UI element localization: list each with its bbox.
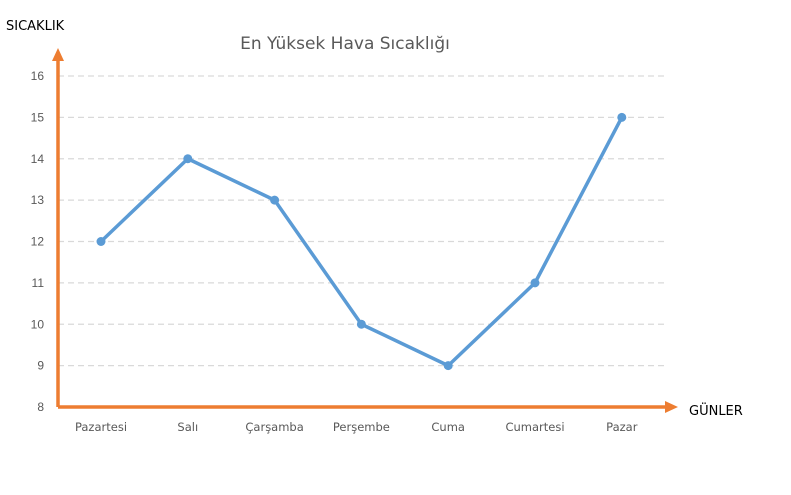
x-tick-label: Salı: [177, 420, 198, 434]
y-tick-label: 16: [31, 69, 45, 83]
x-tick-label: Pazartesi: [75, 420, 127, 434]
y-axis-arrow: [52, 48, 64, 61]
x-tick-label: Cumartesi: [505, 420, 564, 434]
y-axis-title: SICAKLIK: [6, 19, 65, 34]
y-tick-labels: 8 9 10 11 12 13 14 15 16: [31, 69, 45, 414]
data-point: [183, 154, 193, 164]
series: [96, 112, 627, 371]
data-point: [96, 237, 106, 246]
x-axis-title: GÜNLER: [689, 402, 743, 419]
data-point: [356, 319, 366, 329]
axes: [52, 48, 678, 413]
x-tick-labels: Pazartesi Salı Çarşamba Perşembe Cuma Cumarte…: [75, 420, 638, 434]
x-axis-arrow: [665, 401, 678, 413]
x-tick-label: Perşembe: [333, 420, 390, 434]
data-point: [270, 195, 280, 205]
y-tick-label: 12: [31, 235, 45, 249]
x-tick-label: Çarşamba: [245, 420, 303, 434]
y-tick-label: 14: [31, 152, 45, 166]
y-tick-label: 15: [31, 110, 45, 124]
y-tick-label: 10: [31, 317, 45, 331]
data-point: [530, 278, 540, 288]
chart-title: En Yüksek Hava Sıcaklığı: [240, 34, 450, 54]
gridlines: [58, 75, 664, 367]
x-tick-label: Cuma: [431, 420, 465, 434]
data-point: [617, 112, 627, 122]
x-tick-label: Pazar: [606, 420, 638, 434]
data-point: [443, 361, 453, 371]
y-tick-label: 11: [32, 276, 45, 290]
y-tick-label: 8: [37, 400, 44, 414]
y-tick-label: 9: [37, 359, 44, 373]
y-tick-label: 13: [31, 193, 45, 207]
